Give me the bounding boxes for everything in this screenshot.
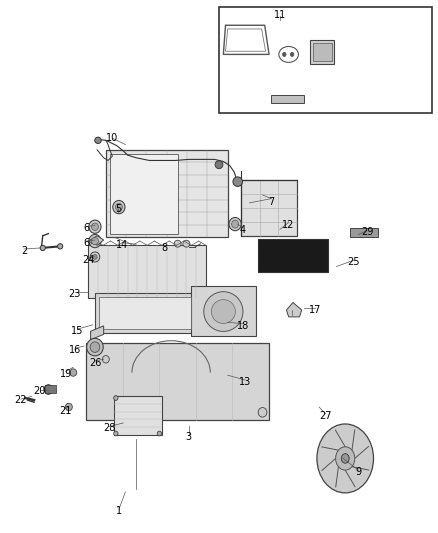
Ellipse shape: [87, 338, 103, 356]
Ellipse shape: [114, 431, 118, 436]
Text: 10: 10: [106, 133, 119, 143]
Text: 3: 3: [185, 432, 191, 442]
Text: 18: 18: [237, 321, 249, 331]
Ellipse shape: [233, 177, 243, 187]
Ellipse shape: [341, 454, 349, 463]
Bar: [99, 297, 191, 329]
Text: 29: 29: [361, 227, 373, 237]
Text: 7: 7: [268, 197, 274, 207]
Bar: [114, 397, 162, 434]
Text: 22: 22: [15, 395, 27, 405]
Text: 11: 11: [274, 10, 286, 20]
Bar: [311, 40, 334, 64]
Text: 1: 1: [116, 506, 122, 516]
Bar: [86, 343, 269, 420]
Text: 17: 17: [308, 305, 321, 315]
Bar: [271, 95, 304, 103]
Text: 13: 13: [239, 377, 251, 387]
Text: 27: 27: [319, 411, 332, 421]
Text: 16: 16: [69, 345, 81, 356]
Ellipse shape: [157, 431, 162, 436]
Ellipse shape: [204, 292, 243, 332]
Bar: [88, 245, 206, 298]
Polygon shape: [286, 303, 302, 317]
Ellipse shape: [90, 342, 100, 352]
Text: 21: 21: [60, 406, 72, 416]
Ellipse shape: [89, 235, 101, 248]
Ellipse shape: [229, 217, 241, 231]
Ellipse shape: [65, 403, 72, 411]
Text: 9: 9: [355, 467, 361, 477]
Bar: [350, 228, 378, 237]
Text: 4: 4: [240, 225, 246, 236]
Ellipse shape: [90, 252, 100, 262]
Ellipse shape: [57, 244, 63, 249]
Ellipse shape: [114, 395, 118, 400]
Text: 24: 24: [82, 255, 95, 265]
Ellipse shape: [116, 204, 122, 211]
Bar: [313, 43, 332, 61]
Bar: [219, 7, 432, 113]
Text: 5: 5: [115, 204, 121, 214]
Bar: [45, 385, 56, 393]
Ellipse shape: [183, 240, 190, 247]
Ellipse shape: [93, 255, 97, 260]
Bar: [258, 239, 328, 272]
Text: 26: 26: [89, 358, 101, 368]
Ellipse shape: [232, 220, 239, 228]
Text: 20: 20: [33, 386, 46, 396]
Ellipse shape: [40, 245, 46, 251]
Text: 25: 25: [348, 257, 360, 267]
Ellipse shape: [102, 356, 110, 363]
Ellipse shape: [95, 137, 101, 143]
Bar: [95, 293, 193, 333]
Ellipse shape: [212, 300, 235, 324]
Bar: [110, 154, 178, 233]
Ellipse shape: [317, 424, 374, 493]
Polygon shape: [88, 236, 104, 245]
Bar: [191, 286, 256, 336]
Text: 6: 6: [83, 238, 89, 248]
Text: 12: 12: [283, 220, 295, 230]
Text: 28: 28: [103, 423, 116, 433]
Text: 8: 8: [162, 243, 168, 253]
Ellipse shape: [174, 240, 181, 247]
Ellipse shape: [336, 447, 355, 470]
Ellipse shape: [89, 220, 101, 233]
Text: 23: 23: [68, 289, 81, 299]
Bar: [241, 180, 297, 236]
Text: 6: 6: [83, 223, 89, 233]
Bar: [106, 150, 228, 237]
Ellipse shape: [70, 369, 77, 376]
Ellipse shape: [92, 223, 99, 230]
Ellipse shape: [283, 52, 286, 56]
Text: 15: 15: [71, 326, 84, 336]
Ellipse shape: [92, 237, 99, 245]
Ellipse shape: [113, 200, 125, 214]
Text: 19: 19: [60, 369, 72, 378]
Ellipse shape: [215, 161, 223, 168]
Ellipse shape: [290, 52, 294, 56]
Ellipse shape: [44, 385, 53, 394]
Text: 2: 2: [21, 246, 27, 256]
Ellipse shape: [258, 408, 267, 417]
Text: 14: 14: [116, 240, 128, 251]
Polygon shape: [91, 326, 104, 340]
